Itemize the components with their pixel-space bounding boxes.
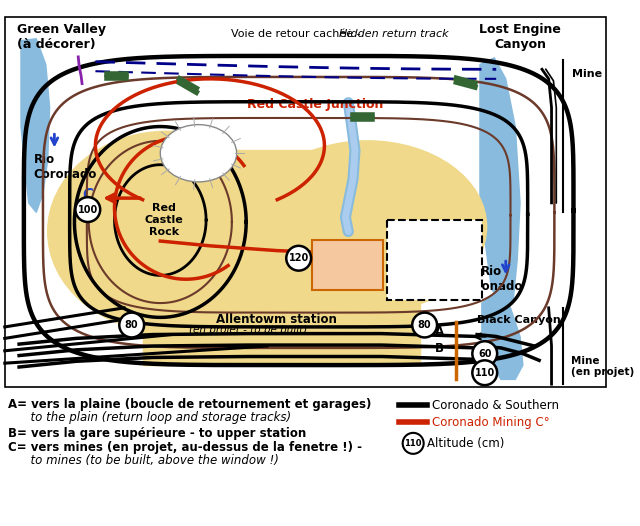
Text: Rio
Coronado: Rio Coronado xyxy=(33,153,97,181)
Polygon shape xyxy=(21,39,50,213)
Text: (en projet - to be built): (en projet - to be built) xyxy=(189,325,307,335)
Ellipse shape xyxy=(48,132,286,332)
Text: C: C xyxy=(82,188,93,203)
Text: Rock: Rock xyxy=(182,137,214,150)
Text: Hidden return track: Hidden return track xyxy=(339,29,449,39)
Text: 60: 60 xyxy=(478,349,492,359)
Text: Black Canyon: Black Canyon xyxy=(477,316,561,326)
Text: Red
Castle
Rock: Red Castle Rock xyxy=(145,204,184,237)
FancyBboxPatch shape xyxy=(312,240,383,290)
Circle shape xyxy=(286,246,311,271)
Text: 110: 110 xyxy=(404,439,422,448)
Text: 100: 100 xyxy=(77,205,98,215)
Circle shape xyxy=(412,312,437,337)
Circle shape xyxy=(472,360,497,385)
Text: to mines (to be built, above the window !): to mines (to be built, above the window … xyxy=(8,454,278,467)
FancyBboxPatch shape xyxy=(143,150,420,365)
Text: Green Valley
(à décorer): Green Valley (à décorer) xyxy=(17,24,106,52)
Text: Coronado Mining C°: Coronado Mining C° xyxy=(432,416,550,429)
Text: Lost Engine
Canyon: Lost Engine Canyon xyxy=(479,24,561,52)
Text: Mill
(en projet
to be built): Mill (en projet to be built) xyxy=(321,250,374,284)
Ellipse shape xyxy=(248,141,486,312)
Text: A= vers la plaine (boucle de retournement et garages): A= vers la plaine (boucle de retournemen… xyxy=(8,399,371,411)
Text: 80: 80 xyxy=(125,320,138,330)
Polygon shape xyxy=(482,294,523,379)
Text: Altitude (cm): Altitude (cm) xyxy=(428,437,505,450)
Text: 110: 110 xyxy=(475,368,495,378)
Text: to the plain (return loop and storage tracks): to the plain (return loop and storage tr… xyxy=(8,411,291,424)
Text: C= vers mines (en projet, au-dessus de la fenetre !) -: C= vers mines (en projet, au-dessus de l… xyxy=(8,441,362,454)
Text: B: B xyxy=(435,342,444,356)
Circle shape xyxy=(403,433,424,454)
Text: Rio
Coronado: Rio Coronado xyxy=(460,265,523,293)
Text: Allentowm station: Allentowm station xyxy=(216,312,337,326)
Ellipse shape xyxy=(160,125,237,182)
Polygon shape xyxy=(480,58,520,308)
Text: 80: 80 xyxy=(418,320,431,330)
Text: 120: 120 xyxy=(289,253,308,263)
Text: B= vers la gare supérieure - to upper station: B= vers la gare supérieure - to upper st… xyxy=(8,427,306,440)
Text: A: A xyxy=(435,325,444,338)
Text: Red Castle Junction: Red Castle Junction xyxy=(246,98,383,111)
Circle shape xyxy=(76,197,100,222)
Circle shape xyxy=(119,312,144,337)
Text: Voie de retour cachée -: Voie de retour cachée - xyxy=(231,29,364,39)
FancyBboxPatch shape xyxy=(387,220,482,300)
Text: Mine: Mine xyxy=(572,69,602,79)
Text: Trappe
d'accès
Access
hatch: Trappe d'accès Access hatch xyxy=(411,234,457,278)
Circle shape xyxy=(472,341,497,366)
Text: Mine
(en projet): Mine (en projet) xyxy=(571,356,634,377)
FancyBboxPatch shape xyxy=(4,17,606,387)
Text: Coronado & Southern: Coronado & Southern xyxy=(432,399,559,412)
